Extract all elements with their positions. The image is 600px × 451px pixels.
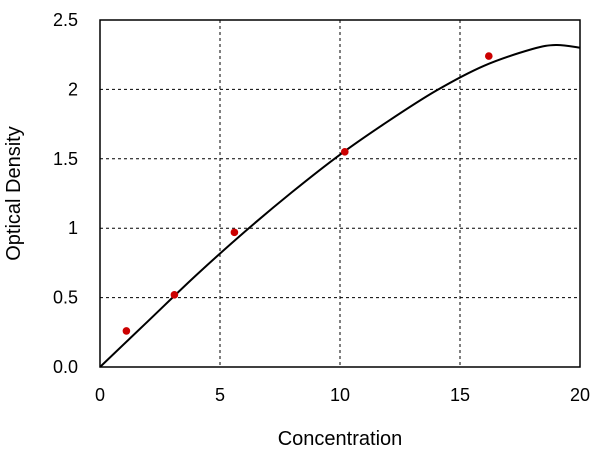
x-axis-ticks: 0 5 10 15 20 xyxy=(95,385,590,405)
y-axis-ticks: 0.0 0.5 1 1.5 2 2.5 xyxy=(53,10,78,377)
x-tick-label: 0 xyxy=(95,385,105,405)
grid-lines xyxy=(100,20,580,367)
data-point xyxy=(230,228,239,237)
y-tick-label: 1.5 xyxy=(53,149,78,169)
x-tick-label: 15 xyxy=(450,385,470,405)
x-tick-label: 5 xyxy=(215,385,225,405)
y-tick-label: 2 xyxy=(68,79,78,99)
plot-frame xyxy=(99,19,581,368)
data-point xyxy=(341,148,349,156)
fit-curve-line xyxy=(99,43,581,368)
x-tick-label: 20 xyxy=(570,385,590,405)
y-tick-label: 2.5 xyxy=(53,10,78,30)
data-point xyxy=(122,327,131,335)
y-tick-label: 1 xyxy=(68,218,78,238)
data-points xyxy=(122,52,493,335)
y-axis-title: Optical Density xyxy=(3,126,25,261)
x-tick-label: 10 xyxy=(330,385,350,405)
data-point xyxy=(170,291,179,299)
x-axis-title: Concentration xyxy=(278,428,403,450)
data-point xyxy=(485,52,493,60)
y-tick-label: 0.0 xyxy=(53,357,78,377)
y-tick-label: 0.5 xyxy=(53,288,78,308)
